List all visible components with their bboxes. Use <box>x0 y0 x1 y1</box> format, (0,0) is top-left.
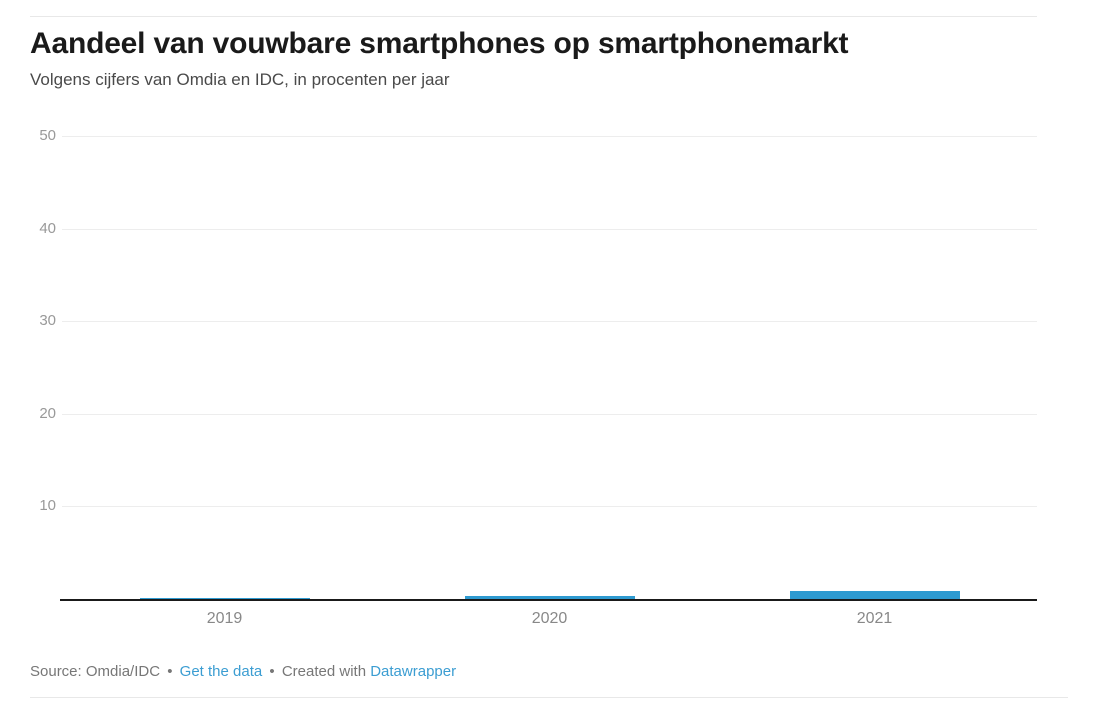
gridline-50 <box>62 136 1037 137</box>
y-tick-label-40: 40 <box>39 219 56 237</box>
source-label: Source: Omdia/IDC <box>30 663 161 680</box>
page-title: Aandeel van vouwbare smartphones op smar… <box>30 27 849 60</box>
gridline-20 <box>62 413 1037 415</box>
gridline-30 <box>62 321 1037 323</box>
chart-subtitle: Volgens cijfers van Omdia en IDC, in pro… <box>30 70 450 89</box>
gridline-40 <box>62 228 1037 230</box>
x-tick-label-2019: 2019 <box>206 610 243 627</box>
y-tick-label-30: 30 <box>39 312 56 330</box>
chart-header: Aandeel van vouwbare smartphones op smar… <box>30 25 1060 91</box>
plot-area: 10 20 30 40 50 2019 2020 2021 <box>0 118 1098 627</box>
bar-2019[interactable] <box>139 598 310 599</box>
zero-baseline <box>60 599 1037 601</box>
chart-footer: Source: Omdia/IDC • Get the data • Creat… <box>30 662 456 682</box>
x-tick-label-2021: 2021 <box>856 610 893 627</box>
y-tick-label-20: 20 <box>39 404 56 422</box>
footer-separator-1: • <box>167 663 173 680</box>
get-the-data-link[interactable]: Get the data <box>179 663 263 680</box>
bar-series <box>0 118 1098 618</box>
gridline-10 <box>62 506 1037 508</box>
datawrapper-link[interactable]: Datawrapper <box>370 663 457 680</box>
footer-separator-2: • <box>269 663 275 680</box>
y-tick-label-50: 50 <box>39 127 56 144</box>
bottom-divider <box>30 697 1068 698</box>
bar-2021[interactable] <box>789 590 960 599</box>
y-tick-label-10: 10 <box>39 497 56 515</box>
top-divider <box>30 16 1037 17</box>
created-with-label: Created with <box>281 663 367 680</box>
x-tick-label-2020: 2020 <box>531 610 568 627</box>
bar-2020[interactable] <box>464 596 635 599</box>
